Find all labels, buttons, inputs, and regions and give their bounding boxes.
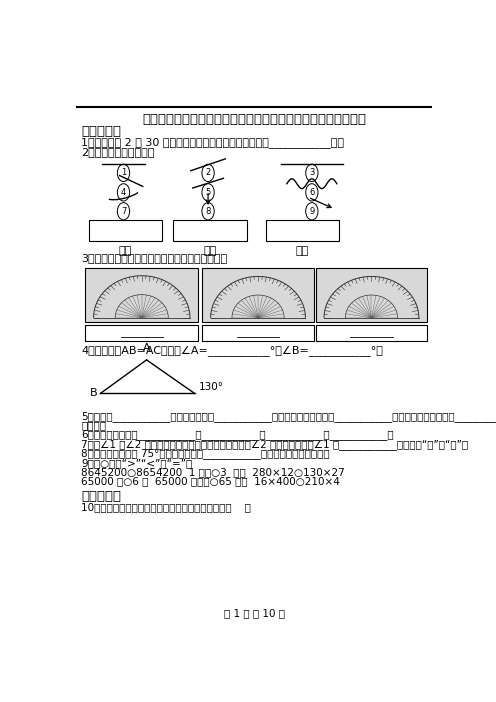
Text: 4．如下图，AB=AC，那么∠A=___________°，∠B=___________°。: 4．如下图，AB=AC，那么∠A=___________°，∠B=_______… [81, 345, 383, 356]
Text: 1: 1 [121, 168, 126, 178]
Text: 6．我们学过的角有___________、___________、___________、___________。: 6．我们学过的角有___________、___________、_______… [81, 429, 394, 440]
Text: 线段: 线段 [203, 246, 217, 256]
Text: 10．将一张圆形纸片对折三次，得到的角的度数是（    ）: 10．将一张圆形纸片对折三次，得到的角的度数是（ ） [81, 502, 251, 512]
Text: 6: 6 [309, 188, 314, 197]
FancyBboxPatch shape [174, 220, 247, 241]
Text: 8．小红先画了一个 75°的角，再画一个___________的角就能拼成一个平角。: 8．小红先画了一个 75°的角，再画一个___________的角就能拼成一个平… [81, 449, 330, 459]
Text: 3．仔细观察，并写出下面各量角器中角的度数。: 3．仔细观察，并写出下面各量角器中角的度数。 [81, 253, 227, 263]
Text: 4: 4 [121, 188, 126, 197]
FancyBboxPatch shape [266, 220, 339, 241]
Text: 7．当∠1 和∠2 共用一条边时，可以组成一个平角；且∠2 比直角小；这时∠1 是___________角。（填“锐”或“钒”）: 7．当∠1 和∠2 共用一条边时，可以组成一个平角；且∠2 比直角小；这时∠1 … [81, 439, 468, 450]
FancyBboxPatch shape [316, 268, 427, 322]
FancyBboxPatch shape [85, 325, 198, 341]
Text: 3: 3 [309, 168, 314, 178]
Text: 8: 8 [205, 207, 211, 216]
Text: 1．当时钟是 2 点 30 分时，分针和时针所成的较小的角是___________度。: 1．当时钟是 2 点 30 分时，分针和时针所成的较小的角是__________… [81, 137, 344, 147]
Text: 5: 5 [205, 188, 211, 197]
Text: 9．在○里填“>”“<”或“=”。: 9．在○里填“>”“<”或“=”。 [81, 458, 192, 468]
Text: 2: 2 [205, 168, 211, 178]
Text: 5．线段有___________个端点；射线有___________个端点；过两点可以画___________条直线；过一点可以画___________: 5．线段有___________个端点；射线有___________个端点；过两… [81, 411, 496, 422]
Text: 一、填空题: 一、填空题 [81, 126, 121, 138]
Text: 人教版四年级数学上册《第三单元角的度量》单元检测卷及答案: 人教版四年级数学上册《第三单元角的度量》单元检测卷及答案 [142, 113, 366, 126]
Text: 8645200○8654200  1 平角○3  直角  280×12○130×27: 8645200○8654200 1 平角○3 直角 280×12○130×27 [81, 468, 345, 477]
Text: A: A [143, 343, 150, 353]
Text: 130°: 130° [199, 382, 224, 392]
Text: 2．填一填．（填序号）: 2．填一填．（填序号） [81, 147, 155, 157]
Text: 9: 9 [309, 207, 314, 216]
Text: B: B [90, 388, 97, 399]
Text: 直线: 直线 [119, 246, 132, 256]
Text: 条射线。: 条射线。 [81, 420, 106, 430]
FancyBboxPatch shape [316, 325, 427, 341]
Text: 二、选择题: 二、选择题 [81, 489, 121, 503]
Text: 第 1 页 共 10 页: 第 1 页 共 10 页 [224, 608, 285, 618]
Text: 7: 7 [121, 207, 126, 216]
FancyBboxPatch shape [85, 268, 198, 322]
FancyBboxPatch shape [89, 220, 162, 241]
Text: 射线: 射线 [296, 246, 309, 256]
FancyBboxPatch shape [202, 268, 314, 322]
Text: 65000 万○6 亿  65000 平方米○65 公顿  16×400○210×4: 65000 万○6 亿 65000 平方米○65 公顿 16×400○210×4 [81, 477, 340, 486]
FancyBboxPatch shape [202, 325, 314, 341]
